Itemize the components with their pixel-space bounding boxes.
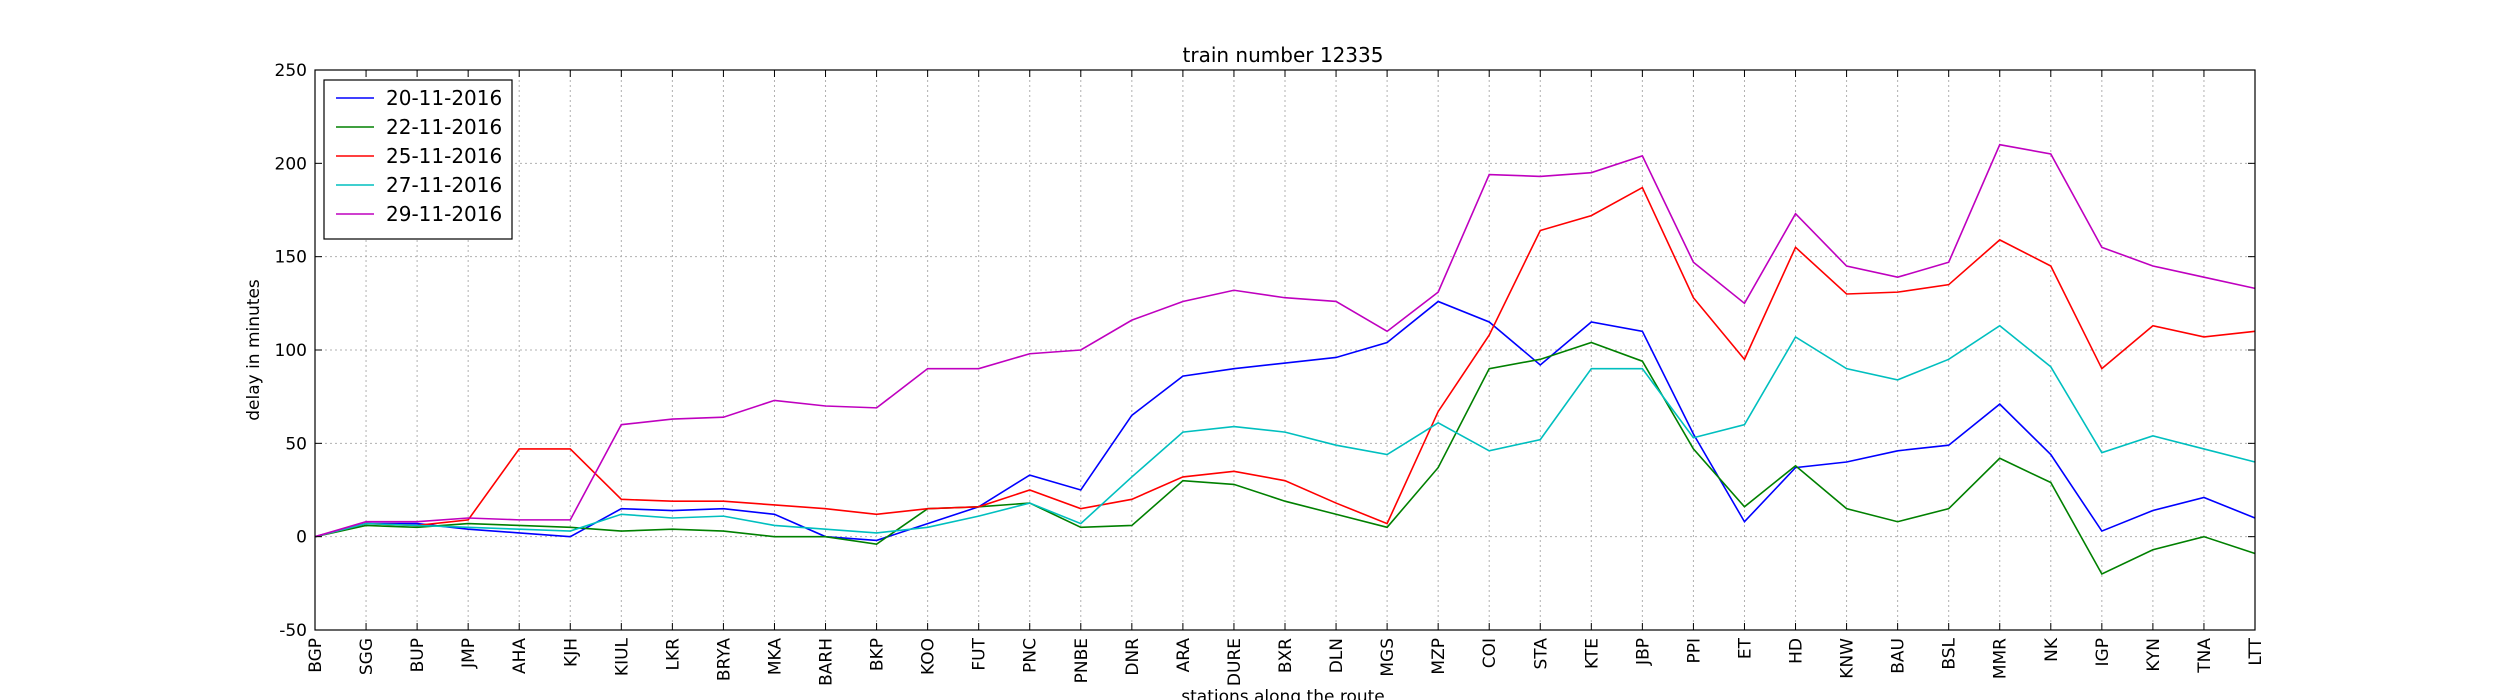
x-tick-label: MKA [765,638,785,676]
x-tick-label: TNA [2195,638,2215,674]
x-axis-label: stations along the route [1181,687,1385,700]
x-tick-label: KOO [919,638,939,675]
x-tick-label: BKP [868,638,888,671]
x-tick-label: BARH [817,638,837,686]
series-group [314,143,2256,576]
chart-title: train number 12335 [1183,43,1384,67]
x-tick-label: ET [1735,637,1755,659]
x-tick-label: PNC [1021,638,1041,673]
x-tick-label: BXR [1276,638,1296,673]
series-line-22-11-2016 [314,341,2256,576]
y-tick-label: 0 [296,528,307,548]
legend-label: 22-11-2016 [386,115,502,139]
x-tick-label: KYN [2144,638,2164,672]
legend-label: 20-11-2016 [386,86,502,110]
legend-label: 29-11-2016 [386,202,502,226]
legend-box [323,79,513,240]
x-tick-label: KNW [1838,638,1858,679]
x-tick-label: COI [1480,638,1500,668]
x-tick-label: BGP [306,638,326,673]
x-tick-label: MZP [1429,638,1449,675]
y-tick-label: 200 [275,154,307,174]
x-tick-label: PNBE [1072,638,1092,683]
y-tick-label: 250 [275,61,307,81]
x-tick-label: PPI [1684,638,1704,664]
series-line-20-11-2016 [314,300,2256,542]
series-line-27-11-2016 [314,324,2256,538]
x-tick-label: MMR [1991,638,2011,679]
x-tick-label: BRYA [714,638,734,681]
x-tick-label: JBP [1633,638,1653,666]
x-tick-label: LKR [663,638,683,671]
x-tick-label: STA [1531,638,1551,670]
y-tick-label: 50 [285,434,307,454]
legend-label: 25-11-2016 [386,144,502,168]
series-line-29-11-2016 [314,143,2256,538]
x-tick-label: BSL [1940,637,1960,669]
x-tick-label: DLN [1327,638,1347,673]
x-tick-label: DURE [1225,638,1245,686]
x-tick-label: KJH [561,638,581,667]
x-tick-label: KIUL [612,637,632,676]
y-tick-label: 150 [275,248,307,268]
y-axis-label: delay in minutes [244,279,264,421]
legend-label: 27-11-2016 [386,173,502,197]
x-tick-label: FUT [970,637,990,670]
x-tick-label: BUP [408,638,428,672]
x-tick-label: JMP [459,638,479,669]
y-tick-label: -50 [279,621,307,641]
x-tick-label: IGP [2093,638,2113,666]
x-tick-label: HD [1787,638,1807,664]
y-tick-label: 100 [275,341,307,361]
series-line-25-11-2016 [314,186,2256,538]
x-tick-label: DNR [1123,638,1143,676]
x-tick-label: KTE [1582,638,1602,669]
x-tick-label: SGG [357,638,377,675]
y-axis: -50 0 50 100 150 200 250 [275,61,2255,641]
x-axis: BGP SGG BUP JMP AHA KJH KIUL LKR BRYA MKA BARH BKP K… [306,70,2266,686]
x-tick-label: BAU [1889,638,1909,674]
x-tick-label: MGS [1378,638,1398,677]
x-tick-label: NK [2042,637,2062,662]
x-tick-label: ARA [1174,638,1194,673]
x-tick-label: AHA [510,638,530,674]
legend: 20-11-2016 22-11-2016 25-11-2016 27-11-2016… [323,79,513,240]
x-tick-label: LTT [2246,637,2266,665]
